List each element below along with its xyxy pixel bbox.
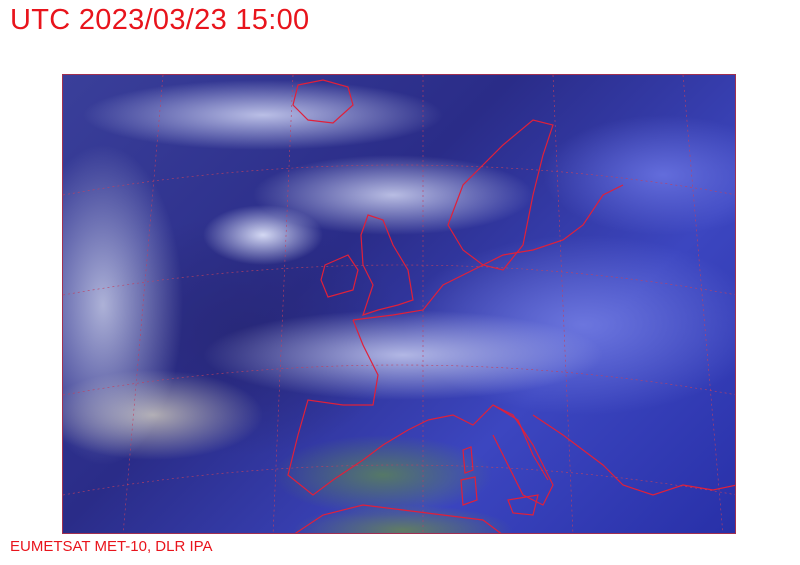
france-iberia-coast [287, 319, 429, 496]
ireland-coast [320, 254, 359, 298]
data-source-credit: EUMETSAT MET-10, DLR IPA [10, 538, 213, 555]
sardinia-coast [460, 476, 478, 506]
britain-coast [360, 214, 414, 316]
balkans-coast [532, 414, 735, 496]
mediterranean-north-coast [427, 404, 554, 506]
coastline-overlay [63, 75, 735, 533]
graticule [63, 75, 735, 533]
africa-coast [294, 504, 502, 533]
italy-coast [492, 404, 549, 481]
scandinavia-coast [447, 119, 554, 271]
timestamp-title: UTC 2023/03/23 15:00 [10, 4, 310, 36]
sicily-coast [507, 494, 539, 516]
europe-west-coast [352, 184, 624, 321]
satellite-map [62, 74, 736, 534]
iceland-coast [292, 79, 354, 124]
corsica-coast [462, 446, 474, 474]
